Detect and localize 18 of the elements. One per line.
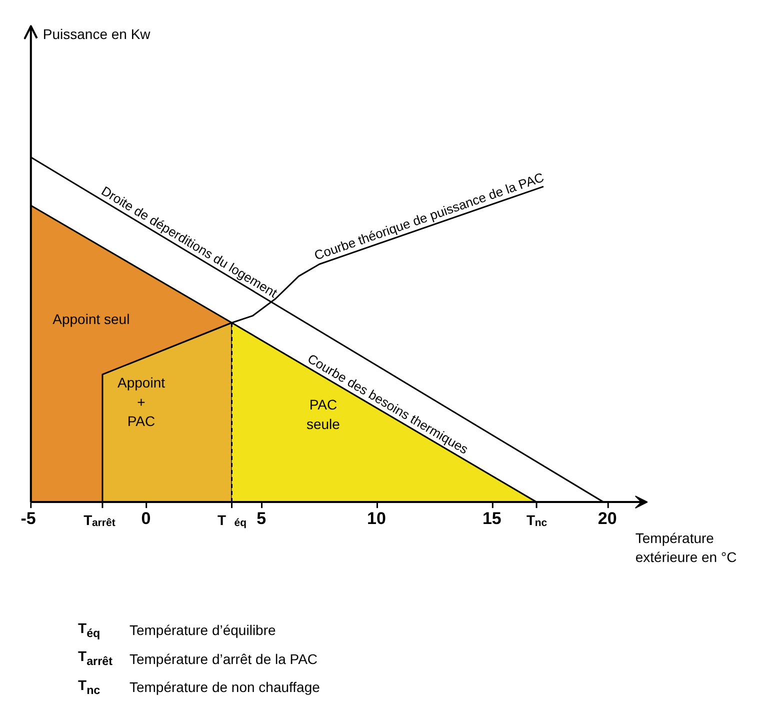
x-axis-title: Température extérieure en °C	[635, 530, 737, 566]
x-tick-label: 20	[598, 509, 617, 528]
series-label: PAC seule	[306, 396, 340, 432]
text: Température d’équilibre	[128, 621, 277, 640]
series-label: Appoint + PAC	[118, 374, 166, 430]
text: T$_{arrêt}$	[77, 647, 114, 670]
x-tick-label: 5	[256, 509, 266, 528]
text: T$_{éq}$	[77, 619, 102, 642]
text: Température de non chauffage	[128, 678, 321, 698]
x-tick-label: 15	[482, 509, 502, 528]
x-tick-label: 10	[367, 509, 386, 528]
series-label: Appoint seul	[52, 311, 130, 328]
text: Température d’arrêt de la PAC	[128, 650, 319, 669]
x-tick-label: 0	[141, 509, 151, 528]
text: T$_{nc}$	[77, 676, 102, 699]
text: Puissance en Kw	[42, 26, 152, 42]
x-tick-label: T éq	[217, 512, 247, 530]
x-tick-label: -5	[20, 509, 36, 528]
